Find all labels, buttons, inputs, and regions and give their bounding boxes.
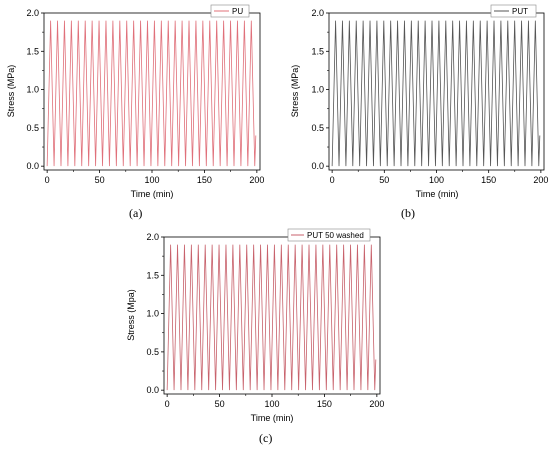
legend-label: PUT xyxy=(512,7,528,16)
legend: PUT xyxy=(490,4,537,18)
y-axis-title: Stress (MPa) xyxy=(290,65,300,118)
y-tick-label: 0.5 xyxy=(311,123,324,133)
y-tick-label: 0.0 xyxy=(26,161,39,171)
x-ticks: 0 50 100 150 200 xyxy=(330,170,548,185)
x-axis-title: Time (min) xyxy=(131,189,174,199)
legend: PUT 50 washed xyxy=(287,228,371,242)
y-ticks: 0.0 0.5 1.0 1.5 2.0 xyxy=(26,8,44,171)
y-tick-label: 1.5 xyxy=(26,46,39,56)
y-tick-label: 2.0 xyxy=(146,232,159,242)
x-tick-label: 100 xyxy=(429,175,444,185)
y-ticks: 0.0 0.5 1.0 1.5 2.0 xyxy=(311,8,329,171)
legend-box xyxy=(490,4,537,18)
x-tick-label: 100 xyxy=(264,399,279,409)
y-tick-label: 0.5 xyxy=(146,347,159,357)
x-tick-label: 0 xyxy=(330,175,335,185)
x-tick-label: 150 xyxy=(481,175,496,185)
y-tick-label: 0.0 xyxy=(146,385,159,395)
panel-a: 0 50 100 150 200 0.0 0.5 1.0 1.5 2.0 PU Time (mi… xyxy=(6,4,264,220)
panel-b: 0 50 100 150 200 0.0 0.5 1.0 1.5 2.0 PUT Time (m… xyxy=(290,4,548,220)
x-axis-title: Time (min) xyxy=(416,189,459,199)
series-line-put-50-washed xyxy=(166,244,377,391)
x-tick-label: 100 xyxy=(144,175,159,185)
y-tick-label: 2.0 xyxy=(26,8,39,18)
y-tick-label: 1.0 xyxy=(26,85,39,95)
y-tick-label: 1.5 xyxy=(146,270,159,280)
panel-label: (b) xyxy=(401,206,415,220)
legend: PU xyxy=(210,4,250,18)
x-tick-label: 200 xyxy=(533,175,548,185)
legend-label: PU xyxy=(232,7,243,16)
x-tick-label: 150 xyxy=(317,399,332,409)
y-tick-label: 1.0 xyxy=(146,309,159,319)
x-tick-label: 50 xyxy=(95,175,105,185)
x-tick-label: 0 xyxy=(45,175,50,185)
x-tick-label: 50 xyxy=(379,175,389,185)
x-tick-label: 0 xyxy=(165,399,170,409)
x-tick-label: 200 xyxy=(249,175,264,185)
y-ticks: 0.0 0.5 1.0 1.5 2.0 xyxy=(146,232,164,395)
x-axis-title: Time (min) xyxy=(251,413,294,423)
y-tick-label: 2.0 xyxy=(311,8,324,18)
panel-c: 0 50 100 150 200 0.0 0.5 1.0 1.5 2.0 PUT 50 wash… xyxy=(126,228,384,445)
x-tick-label: 150 xyxy=(197,175,212,185)
panel-label: (a) xyxy=(129,206,142,220)
series-line-put xyxy=(331,20,541,167)
y-axis-title: Stress (Mpa) xyxy=(126,289,136,341)
x-ticks: 0 50 100 150 200 xyxy=(45,170,264,185)
y-tick-label: 1.0 xyxy=(311,85,324,95)
legend-box xyxy=(287,228,371,242)
y-tick-label: 1.5 xyxy=(311,46,324,56)
x-tick-label: 50 xyxy=(215,399,225,409)
series-line-pu xyxy=(46,20,257,167)
legend-box xyxy=(210,4,250,18)
x-ticks: 0 50 100 150 200 xyxy=(165,394,384,409)
y-tick-label: 0.0 xyxy=(311,161,324,171)
y-axis-title: Stress (MPa) xyxy=(6,65,16,118)
y-tick-label: 0.5 xyxy=(26,123,39,133)
x-tick-label: 200 xyxy=(369,399,384,409)
panel-label: (c) xyxy=(259,431,272,445)
legend-label: PUT 50 washed xyxy=(307,231,364,240)
